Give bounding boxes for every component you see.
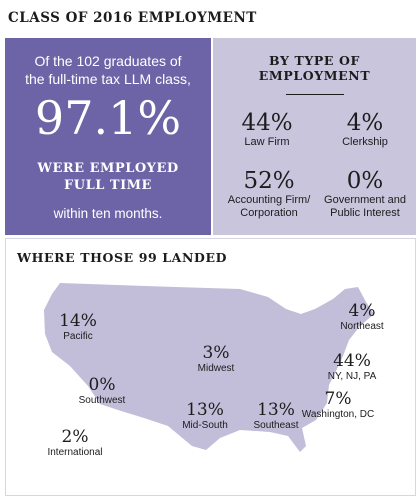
- page-title: CLASS OF 2016 EMPLOYMENT: [8, 10, 257, 26]
- region-southwest: 0% Southwest: [72, 376, 132, 407]
- summary-intro: Of the 102 graduates of the full-time ta…: [5, 52, 211, 88]
- region-label: Southeast: [253, 420, 299, 431]
- region-percentage: 13%: [257, 400, 295, 420]
- region-label: Washington, DC: [301, 409, 375, 420]
- timeframe-text: within ten months.: [53, 206, 163, 221]
- stat-clerkship: 4% Clerkship: [317, 110, 413, 149]
- region-label: International: [47, 447, 103, 458]
- region-international: 2% International: [40, 428, 110, 459]
- region-label: Mid-South: [182, 420, 228, 431]
- stat-label: Corporation: [240, 207, 298, 219]
- us-map-shape: [44, 283, 374, 452]
- intro-line-1: Of the 102 graduates of: [34, 53, 182, 69]
- summary-panel: Of the 102 graduates of the full-time ta…: [5, 38, 211, 235]
- region-northeast: 4% Northeast: [332, 302, 392, 333]
- stat-accounting-corporation: 52% Accounting Firm/ Corporation: [219, 168, 319, 220]
- region-pacific: 14% Pacific: [50, 312, 106, 343]
- stat-label: Law Firm: [244, 136, 290, 148]
- region-percentage: 44%: [333, 351, 371, 371]
- region-percentage: 14%: [59, 311, 97, 331]
- region-percentage: 2%: [61, 427, 89, 447]
- region-percentage: 4%: [348, 301, 376, 321]
- by-type-heading: BY TYPE OF EMPLOYMENT: [213, 53, 416, 83]
- region-label: Pacific: [63, 331, 93, 342]
- headline-percentage: 97.1%: [34, 91, 182, 145]
- region-label: Northeast: [340, 321, 384, 332]
- heading-divider: [286, 94, 344, 95]
- region-mid-south: 13% Mid-South: [176, 401, 234, 432]
- region-percentage: 7%: [324, 389, 352, 409]
- stat-percentage: 52%: [243, 168, 295, 194]
- region-percentage: 3%: [202, 343, 230, 363]
- by-type-heading-line-1: BY TYPE OF: [269, 53, 360, 68]
- landed-heading: WHERE THOSE 99 LANDED: [17, 250, 228, 265]
- region-label: Southwest: [78, 395, 126, 406]
- employed-line-1: WERE EMPLOYED: [37, 161, 179, 176]
- region-label: NY, NJ, PA: [327, 371, 377, 382]
- stat-label: Accounting Firm/: [227, 194, 311, 206]
- stat-label: Government and: [324, 194, 406, 206]
- intro-line-2: the full-time tax LLM class,: [25, 71, 191, 87]
- region-midwest: 3% Midwest: [186, 344, 246, 375]
- employed-full-time: WERE EMPLOYED FULL TIME: [5, 160, 211, 194]
- stat-law-firm: 44% Law Firm: [223, 110, 311, 149]
- stat-label: Clerkship: [342, 136, 388, 148]
- region-washington-dc: 7% Washington, DC: [296, 390, 380, 421]
- stat-government-public-interest: 0% Government and Public Interest: [317, 168, 413, 220]
- region-ny-nj-pa: 44% NY, NJ, PA: [320, 352, 384, 383]
- stat-percentage: 0%: [346, 168, 384, 194]
- region-percentage: 0%: [88, 375, 116, 395]
- by-type-panel: BY TYPE OF EMPLOYMENT 44% Law Firm 4% Cl…: [213, 38, 416, 235]
- region-percentage: 13%: [186, 400, 224, 420]
- region-label: Midwest: [197, 363, 235, 374]
- employed-line-2: FULL TIME: [64, 178, 152, 193]
- stat-percentage: 4%: [346, 110, 384, 136]
- stat-percentage: 44%: [241, 110, 293, 136]
- region-southeast: 13% Southeast: [245, 401, 307, 432]
- by-type-heading-line-2: EMPLOYMENT: [258, 68, 371, 83]
- stat-label: Public Interest: [330, 207, 400, 219]
